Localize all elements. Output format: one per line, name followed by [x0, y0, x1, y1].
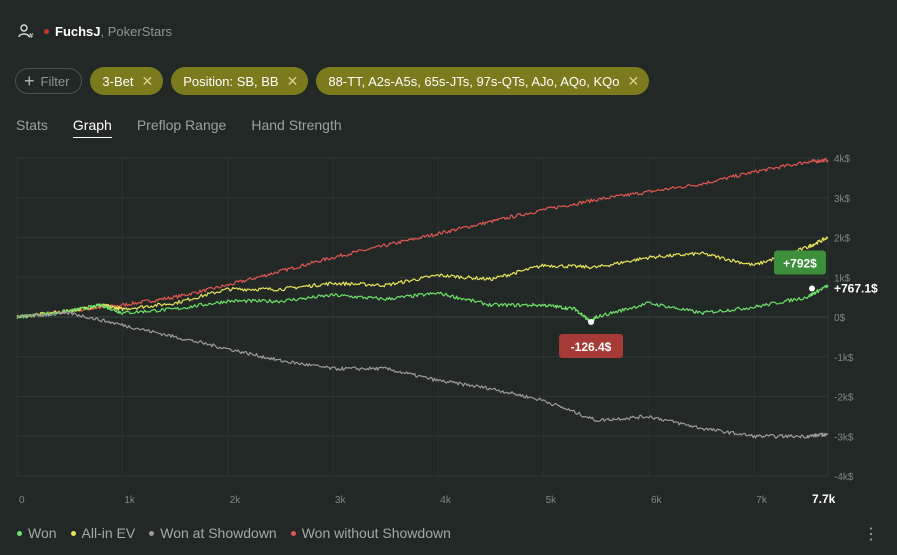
close-icon[interactable]: ✕ [286, 72, 299, 89]
filter-chip-range[interactable]: 88-TT, A2s-A5s, 65s-JTs, 97s-QTs, AJo, A… [316, 67, 650, 95]
player-header: # FuchsJ , PokerStars [18, 20, 172, 42]
status-dot [44, 28, 49, 34]
x-tick-label: 1k [124, 495, 136, 506]
y-tick-label: -3k$ [834, 432, 854, 443]
series-line-no_showdown [16, 158, 829, 320]
more-options-icon[interactable]: ⋮ [863, 526, 879, 543]
tab-stats[interactable]: Stats [16, 117, 48, 133]
min-label: -126.4$ [571, 340, 612, 354]
x-tick-label: 7k [756, 495, 768, 506]
profit-graph[interactable]: 4k$ 3k$ 2k$ 1k$ 0$ -1k$ -2k$ -3k$ -4k$ 0 1k 2k 3k 4k 5… [0, 148, 897, 513]
max-label: +792$ [783, 257, 817, 271]
legend-label: All-in EV [81, 525, 136, 541]
x-tick-label: 6k [651, 495, 663, 506]
legend-won-without-showdown[interactable]: Won without Showdown [290, 525, 451, 541]
tab-preflop-range[interactable]: Preflop Range [136, 117, 227, 133]
add-filter-button[interactable]: + Filter [15, 68, 83, 94]
min-point-marker [588, 319, 595, 326]
x-tick-label: 3k [335, 495, 347, 506]
chart-legend: Won All-in EV Won at Showdown Won withou… [17, 525, 451, 541]
x-tick-label: 0 [19, 495, 25, 506]
series-line-allin_ev [16, 236, 829, 319]
filter-label: Filter [40, 73, 70, 89]
tab-graph[interactable]: Graph [72, 117, 112, 138]
allin-ev-dot-icon [70, 530, 76, 536]
close-icon[interactable]: ✕ [141, 72, 154, 89]
y-tick-label: -1k$ [834, 353, 854, 364]
legend-label: Won at Showdown [160, 525, 277, 541]
x-tick-label: 2k [230, 495, 242, 506]
legend-won[interactable]: Won [17, 525, 57, 541]
chip-label: 88-TT, A2s-A5s, 65s-JTs, 97s-QTs, AJo, A… [328, 73, 620, 89]
tab-bar: Stats Graph Preflop Range Hand Strength [16, 117, 342, 138]
user-settings-icon[interactable]: # [18, 23, 34, 39]
y-tick-label: -4k$ [834, 472, 854, 483]
svg-text:#: # [28, 32, 34, 39]
end-value-label: +767.1$ [834, 282, 878, 296]
showdown-dot-icon [149, 530, 155, 536]
x-tick-label: 5k [546, 495, 558, 506]
min-label-box [559, 334, 624, 359]
y-tick-label: 1k$ [834, 273, 851, 284]
x-end-label: 7.7k [812, 492, 836, 506]
series-line-showdown [16, 311, 829, 439]
legend-label: Won without Showdown [301, 525, 451, 541]
max-point-marker [809, 285, 815, 292]
filter-bar: + Filter 3-Bet ✕ Position: SB, BB ✕ 88-T… [15, 67, 650, 95]
filter-chip-position[interactable]: Position: SB, BB ✕ [171, 67, 309, 95]
y-tick-label: 0$ [834, 313, 846, 324]
site-name: , PokerStars [100, 23, 173, 39]
filter-chip-3bet[interactable]: 3-Bet ✕ [90, 67, 164, 95]
y-tick-label: 4k$ [834, 154, 851, 165]
y-tick-label: 3k$ [834, 194, 851, 205]
y-tick-label: -2k$ [834, 393, 854, 404]
close-icon[interactable]: ✕ [627, 72, 640, 89]
legend-won-at-showdown[interactable]: Won at Showdown [149, 525, 277, 541]
legend-allin-ev[interactable]: All-in EV [70, 525, 136, 541]
y-tick-label: 2k$ [834, 234, 851, 245]
tab-hand-strength[interactable]: Hand Strength [251, 117, 342, 133]
chip-label: 3-Bet [102, 73, 134, 89]
max-label-box [774, 250, 826, 275]
chip-label: Position: SB, BB [183, 73, 279, 89]
x-tick-label: 4k [440, 495, 452, 506]
legend-label: Won [28, 525, 57, 541]
no-showdown-dot-icon [290, 530, 296, 536]
player-name: FuchsJ [55, 23, 101, 39]
won-dot-icon [17, 530, 22, 536]
plus-icon: + [24, 71, 35, 91]
series-line-won [16, 284, 829, 324]
